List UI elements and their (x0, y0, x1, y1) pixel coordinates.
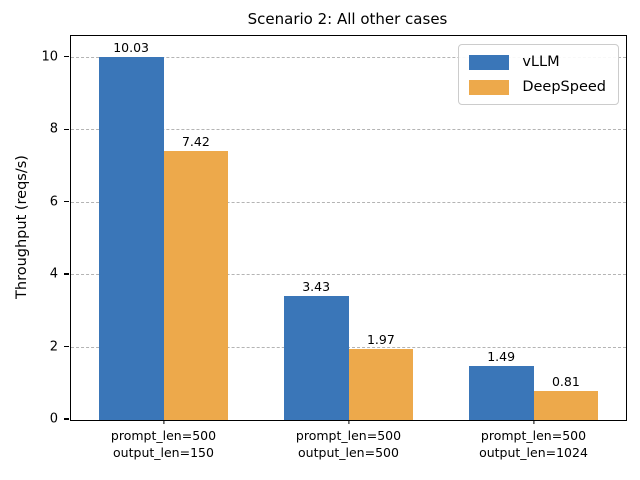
x-tick-label-line: output_len=1024 (479, 445, 588, 460)
bar-deepspeed-2: 1.97 (348, 332, 414, 420)
x-tick-label-1: prompt_len=500 output_len=150 (111, 427, 216, 461)
bar-value-label: 1.97 (366, 331, 395, 347)
y-tick-label-6: 6 (49, 194, 58, 210)
plot-area: 10.03 7.42 prompt_len=500 output_len=150 3.4… (70, 35, 627, 460)
bar-vllm-2: 3.43 (283, 279, 349, 420)
y-tick-mark-6 (64, 201, 69, 203)
bar-value-label: 7.42 (181, 134, 210, 150)
legend: vLLM DeepSpeed (458, 44, 619, 105)
x-tick-label-line: prompt_len=500 (295, 428, 402, 443)
bar-deepspeed-3: 0.81 (533, 374, 599, 420)
y-tick-label-8: 8 (49, 121, 58, 137)
gridline-y-4 (71, 274, 626, 276)
legend-swatch-vllm (469, 54, 510, 70)
y-tick-label-0: 0 (49, 411, 58, 427)
legend-label: DeepSpeed (522, 79, 606, 95)
x-tick-label-2: prompt_len=500 output_len=500 (296, 427, 401, 461)
bar-value-label: 1.49 (487, 349, 516, 365)
bar-value-label: 10.03 (113, 39, 150, 55)
gridline-y-8 (71, 129, 626, 131)
y-tick-label-2: 2 (49, 339, 58, 355)
bar-group-3: 1.49 0.81 prompt_len=500 output_len=1024 (441, 36, 626, 460)
x-tick-mark-1 (162, 420, 165, 424)
y-tick-label-10: 10 (41, 49, 58, 65)
chart-title: Scenario 2: All other cases (247, 10, 448, 28)
bar-vllm-3: 1.49 (468, 349, 534, 420)
y-tick-mark-0 (64, 418, 69, 420)
bar-group-2: 3.43 1.97 prompt_len=500 output_len=500 (256, 36, 441, 460)
gridline-y-10 (71, 56, 626, 58)
y-axis-label-text: Throughput (reqs/s) (14, 155, 30, 299)
y-tick-mark-2 (64, 345, 69, 348)
x-tick-label-line: output_len=500 (298, 445, 399, 460)
bar-deepspeed-1: 7.42 (163, 134, 229, 420)
legend-entry-deepspeed: DeepSpeed (469, 79, 606, 95)
bar-value-label: 0.81 (551, 373, 580, 389)
x-tick-mark-2 (347, 420, 350, 424)
gridline-y-2 (71, 346, 626, 348)
x-tick-label-line: prompt_len=500 (110, 428, 217, 443)
y-tick-mark-8 (64, 128, 69, 130)
gridline-y-6 (71, 201, 626, 203)
legend-swatch-deepspeed (469, 79, 510, 95)
x-tick-label-line: prompt_len=500 (480, 428, 587, 443)
x-tick-mark-3 (532, 420, 535, 424)
x-tick-label-3: prompt_len=500 output_len=1024 (479, 427, 588, 461)
legend-label: vLLM (522, 54, 560, 70)
y-tick-mark-10 (64, 56, 69, 58)
bar-value-label: 3.43 (302, 278, 331, 294)
bar-group-1: 10.03 7.42 prompt_len=500 output_len=150 (71, 36, 256, 460)
x-tick-label-line: output_len=150 (113, 445, 214, 460)
bar-vllm-1: 10.03 (98, 40, 164, 420)
y-tick-mark-4 (64, 273, 69, 275)
y-tick-label-4: 4 (49, 266, 58, 282)
legend-entry-vllm: vLLM (469, 54, 606, 70)
